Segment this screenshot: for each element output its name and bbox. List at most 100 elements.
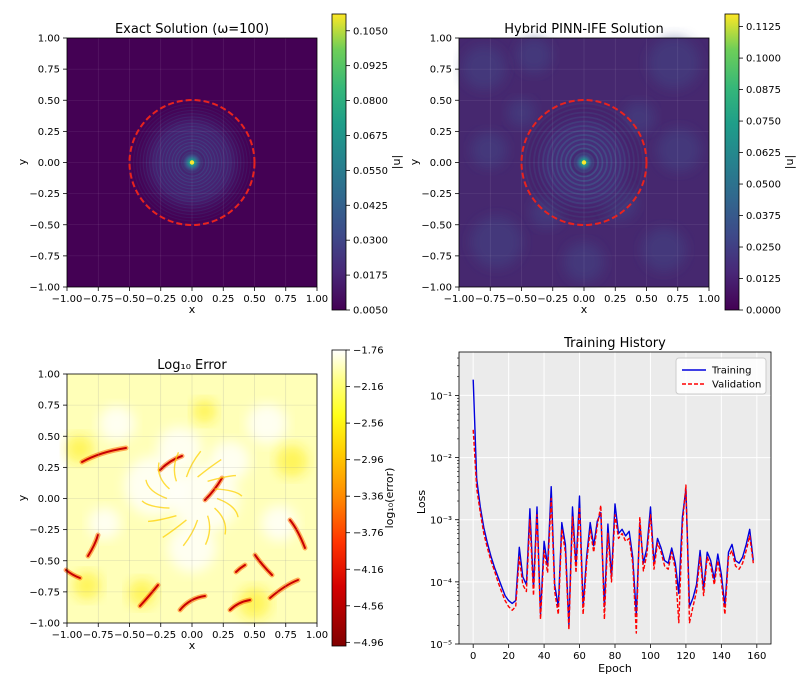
log-error-swirl	[216, 497, 239, 518]
log-error-hotspot-core	[81, 447, 127, 463]
exact-solution-ring	[168, 138, 216, 187]
exact-solution-colorbar-label: |u|	[390, 155, 403, 169]
training-history-ylabel: Loss	[415, 490, 428, 514]
pinn-solution-ylabel: y	[408, 158, 421, 165]
exact-solution-ring	[145, 116, 239, 209]
colorbar-tick-label: −2.96	[353, 455, 384, 466]
log-error-swirl	[182, 519, 199, 547]
pinn-solution-ring	[542, 120, 626, 205]
x-tick-label: −0.25	[145, 294, 176, 305]
pinn-solution-ring	[524, 102, 644, 223]
y-tick-label: 1.00	[430, 34, 452, 45]
colorbar-tick-label: −4.96	[353, 638, 384, 649]
colorbar-tick-label: 0.1125	[746, 22, 781, 33]
colorbar-tick-label: 0.0175	[353, 271, 388, 282]
pinn-solution-ring	[546, 125, 622, 200]
colorbar-tick-label: −3.36	[353, 492, 384, 503]
exact-solution-ylabel: y	[16, 158, 29, 165]
log-error-low-region	[247, 403, 287, 444]
exact-solution-ring	[155, 125, 229, 200]
legend-label-training: Training	[711, 366, 751, 377]
x-tick-label: 0	[470, 651, 476, 662]
log-error-hotspot-core	[229, 599, 251, 611]
pinn-solution-blob	[471, 132, 507, 169]
colorbar-tick-label: 0.0050	[353, 306, 388, 317]
colorbar-tick-label: 0.0500	[746, 180, 781, 191]
log-error-xlabel: x	[189, 639, 196, 652]
y-tick-label: 1.00	[38, 370, 60, 381]
x-tick-label: −0.50	[506, 294, 537, 305]
log-error-high-region	[192, 399, 217, 424]
log-error-low-region	[88, 507, 121, 540]
x-tick-label: −1.00	[52, 630, 83, 641]
exact-solution-ring	[161, 132, 223, 193]
y-tick-label: −0.75	[29, 251, 60, 262]
colorbar-tick-label: −4.56	[353, 601, 384, 612]
log-error-panel: Log₁₀ Error x y log₁₀(error) −1.00 −0.75−…	[16, 346, 396, 653]
y-tick-label: 10⁻²	[430, 454, 452, 465]
y-tick-label: 0.75	[430, 65, 452, 76]
y-tick-label: −1.00	[421, 283, 452, 294]
pinn-solution-title: Hybrid PINN-IFE Solution	[504, 22, 664, 37]
y-tick-label: 0.75	[38, 65, 60, 76]
exact-solution-ring	[171, 141, 213, 184]
log-error-swirl	[162, 519, 187, 539]
colorbar-tick-label: 0.0675	[353, 131, 388, 142]
pinn-solution-panel: Hybrid PINN-IFE Solution x y |u| −1.00 −0…	[408, 13, 796, 317]
pinn-solution-ring	[555, 134, 613, 191]
pinn-solution-blob	[462, 45, 506, 90]
x-tick-label: 1.00	[698, 294, 720, 305]
x-tick-label: 80	[609, 651, 622, 662]
pinn-solution-blob	[648, 36, 700, 89]
colorbar	[724, 13, 740, 311]
y-tick-label: 0.50	[38, 432, 60, 443]
x-tick-label: −1.00	[444, 294, 475, 305]
log-error-swirl	[157, 462, 170, 490]
x-tick-label: 60	[573, 651, 586, 662]
x-tick-label: −0.50	[114, 294, 145, 305]
colorbar-tick-label: 0.1000	[746, 54, 781, 65]
y-tick-label: −0.75	[421, 251, 452, 262]
log-error-swirl	[173, 451, 180, 482]
log-error-low-region	[157, 426, 202, 471]
x-tick-label: 0.25	[604, 294, 626, 305]
x-tick-label: 160	[747, 651, 766, 662]
x-tick-label: −0.75	[83, 294, 114, 305]
exact-solution-interface-circle	[128, 99, 256, 226]
x-tick-label: −0.75	[475, 294, 506, 305]
log-error-hotspot-core	[269, 579, 299, 599]
exact-solution-panel: Exact Solution (ω=100) x y |u| −1.00 −0.7…	[16, 13, 403, 317]
log-error-high-region	[238, 587, 271, 620]
y-tick-label: 0.00	[38, 494, 60, 505]
log-error-high-region	[276, 445, 308, 478]
x-tick-label: 0.00	[573, 294, 595, 305]
colorbar-tick-label: 0.0925	[353, 61, 388, 72]
colorbar-tick-label: 0.0800	[353, 96, 388, 107]
pinn-solution-blob	[470, 216, 523, 269]
y-tick-label: −0.50	[29, 556, 60, 567]
colorbar-tick-label: −1.76	[353, 346, 384, 357]
pinn-solution-blob	[642, 227, 686, 272]
x-tick-label: 0.50	[243, 294, 265, 305]
y-tick-label: 0.75	[38, 401, 60, 412]
x-tick-label: 1.00	[306, 294, 328, 305]
legend-label-validation: Validation	[712, 380, 761, 391]
y-tick-label: 0.50	[38, 96, 60, 107]
exact-solution-ring	[158, 129, 226, 196]
log-error-hotspot-core	[139, 584, 159, 607]
x-tick-label: 20	[502, 651, 515, 662]
exact-solution-ring	[136, 106, 248, 219]
log-error-low-region	[209, 441, 250, 482]
log-error-swirl	[145, 479, 168, 500]
x-tick-label: 140	[712, 651, 731, 662]
colorbar-tick-label: 0.0000	[746, 306, 781, 317]
y-tick-label: 0.25	[38, 463, 60, 474]
x-tick-label: 40	[538, 651, 551, 662]
log-error-swirl	[204, 515, 211, 546]
log-error-swirl	[207, 474, 236, 482]
colorbar-tick-label: −4.16	[353, 565, 384, 576]
log-error-high-region	[128, 579, 156, 608]
log-error-hotspot-core	[235, 564, 246, 573]
log-error-hotspot-core	[254, 554, 273, 576]
